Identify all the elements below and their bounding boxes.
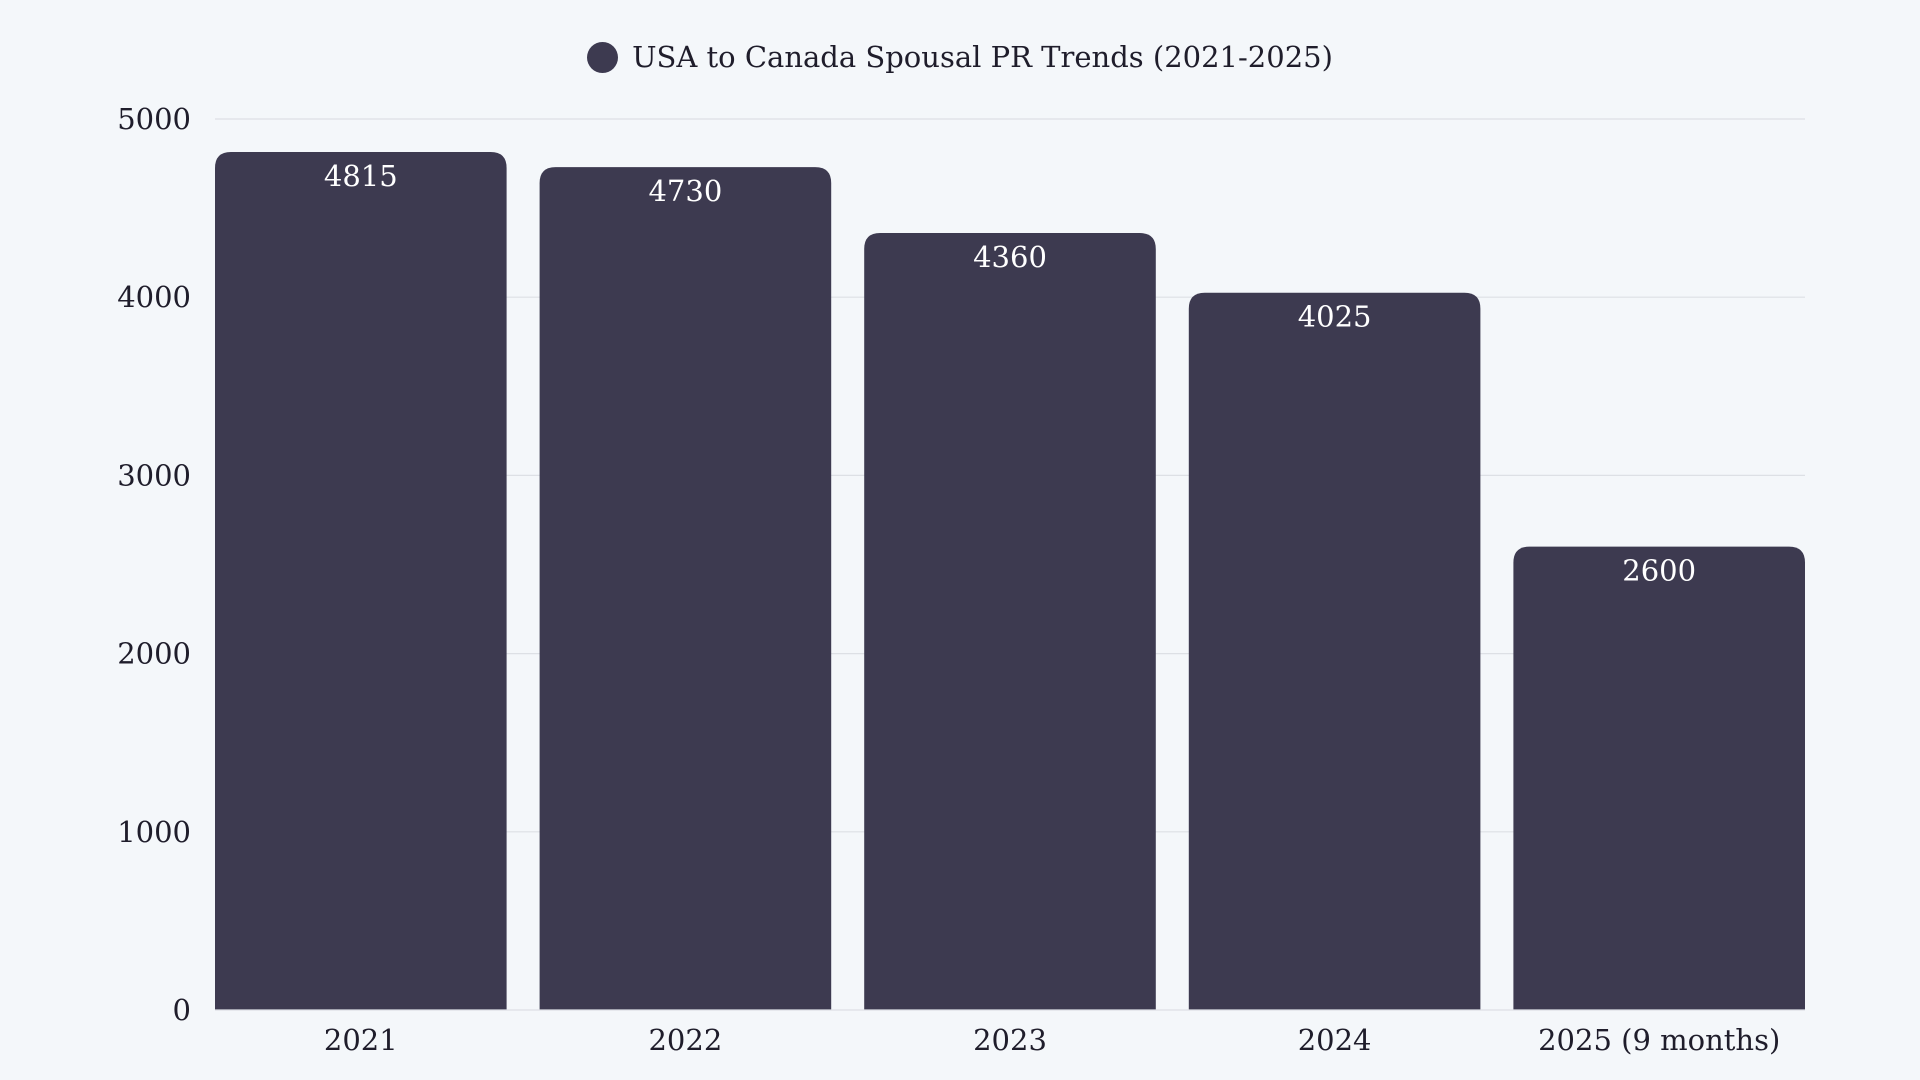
bar [1513, 546, 1805, 1010]
x-tick-label: 2023 [973, 1023, 1047, 1057]
x-tick-label: 2024 [1298, 1023, 1372, 1057]
x-tick-label: 2025 (9 months) [1538, 1023, 1780, 1057]
y-tick-label: 0 [173, 993, 191, 1027]
legend-swatch [587, 41, 619, 73]
bar-value-label: 4360 [973, 240, 1047, 274]
x-tick-label: 2021 [324, 1023, 398, 1057]
bar-value-label: 4730 [648, 174, 722, 208]
x-tick-label: 2022 [648, 1023, 722, 1057]
bar [215, 151, 507, 1011]
y-tick-label: 4000 [117, 280, 191, 314]
bar [539, 167, 832, 1010]
legend: USA to Canada Spousal PR Trends (2021-20… [0, 40, 1920, 74]
bar [1188, 292, 1481, 1010]
y-tick-label: 3000 [117, 458, 191, 492]
y-tick-label: 5000 [117, 102, 191, 136]
bar-value-label: 4025 [1298, 300, 1372, 334]
bar [864, 233, 1156, 1011]
y-tick-label: 1000 [117, 815, 191, 849]
bar-value-label: 4815 [324, 159, 398, 193]
legend-label: USA to Canada Spousal PR Trends (2021-20… [632, 40, 1333, 74]
y-tick-label: 2000 [117, 637, 191, 671]
bar-value-label: 2600 [1622, 554, 1696, 588]
